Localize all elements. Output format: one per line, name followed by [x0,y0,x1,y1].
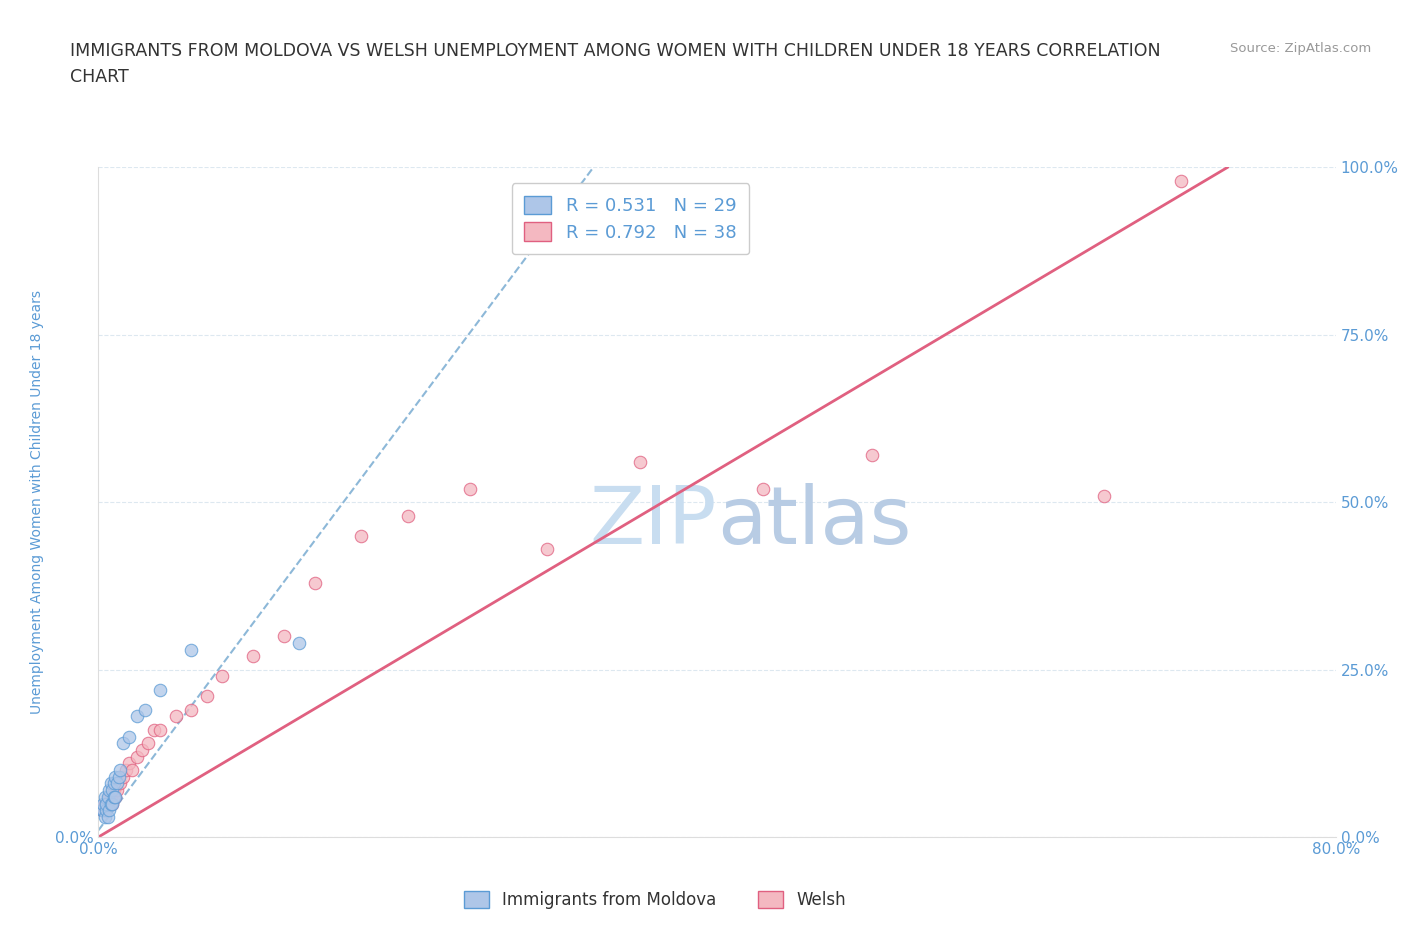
Point [93,809,115,824]
Text: Source: ZipAtlas.com: Source: ZipAtlas.com [1230,42,1371,55]
Point [165,709,187,724]
Point [91,803,114,817]
Point [396,508,419,523]
Point [127,750,149,764]
Point [90,803,112,817]
Point [149,683,172,698]
Point [100,790,122,804]
Point [752,482,775,497]
Point [97,796,120,811]
Point [131,742,153,757]
Point [103,783,125,798]
Point [112,769,135,784]
Point [860,448,883,463]
Text: ZIP: ZIP [589,484,717,562]
Point [118,729,141,744]
Point [112,736,135,751]
Point [143,723,166,737]
Point [134,702,156,717]
Text: atlas: atlas [717,484,911,562]
Point [105,783,128,798]
Point [149,723,172,737]
Legend: Immigrants from Moldova, Welsh: Immigrants from Moldova, Welsh [457,884,853,916]
Point [96,796,118,811]
Point [458,482,481,497]
Text: IMMIGRANTS FROM MOLDOVA VS WELSH UNEMPLOYMENT AMONG WOMEN WITH CHILDREN UNDER 18: IMMIGRANTS FROM MOLDOVA VS WELSH UNEMPLO… [70,42,1161,86]
Point [195,689,218,704]
Point [108,776,131,790]
Point [108,763,131,777]
Point [93,803,115,817]
Point [1092,488,1115,503]
Point [180,702,202,717]
Point [104,769,127,784]
Y-axis label: Unemployment Among Women with Children Under 18 years: Unemployment Among Women with Children U… [30,290,44,714]
Point [101,796,124,811]
Point [273,629,295,644]
Point [101,796,124,811]
Point [98,790,121,804]
Point [628,455,651,470]
Point [91,796,114,811]
Point [304,575,326,590]
Point [136,736,159,751]
Point [100,776,122,790]
Point [103,790,125,804]
Point [91,803,114,817]
Point [121,763,143,777]
Point [104,790,127,804]
Point [104,790,127,804]
Point [100,796,122,811]
Point [97,790,120,804]
Point [211,669,233,684]
Point [96,803,118,817]
Point [1170,173,1192,188]
Point [93,790,115,804]
Point [350,528,373,543]
Point [115,763,138,777]
Point [242,649,264,664]
Point [536,541,558,556]
Point [180,642,202,657]
Point [107,769,129,784]
Point [98,803,121,817]
Point [97,809,120,824]
Point [105,776,128,790]
Point [90,803,112,817]
Point [103,776,125,790]
Point [93,796,115,811]
Point [98,783,121,798]
Point [101,783,124,798]
Point [118,756,141,771]
Point [127,709,149,724]
Point [96,796,118,811]
Point [288,635,311,650]
